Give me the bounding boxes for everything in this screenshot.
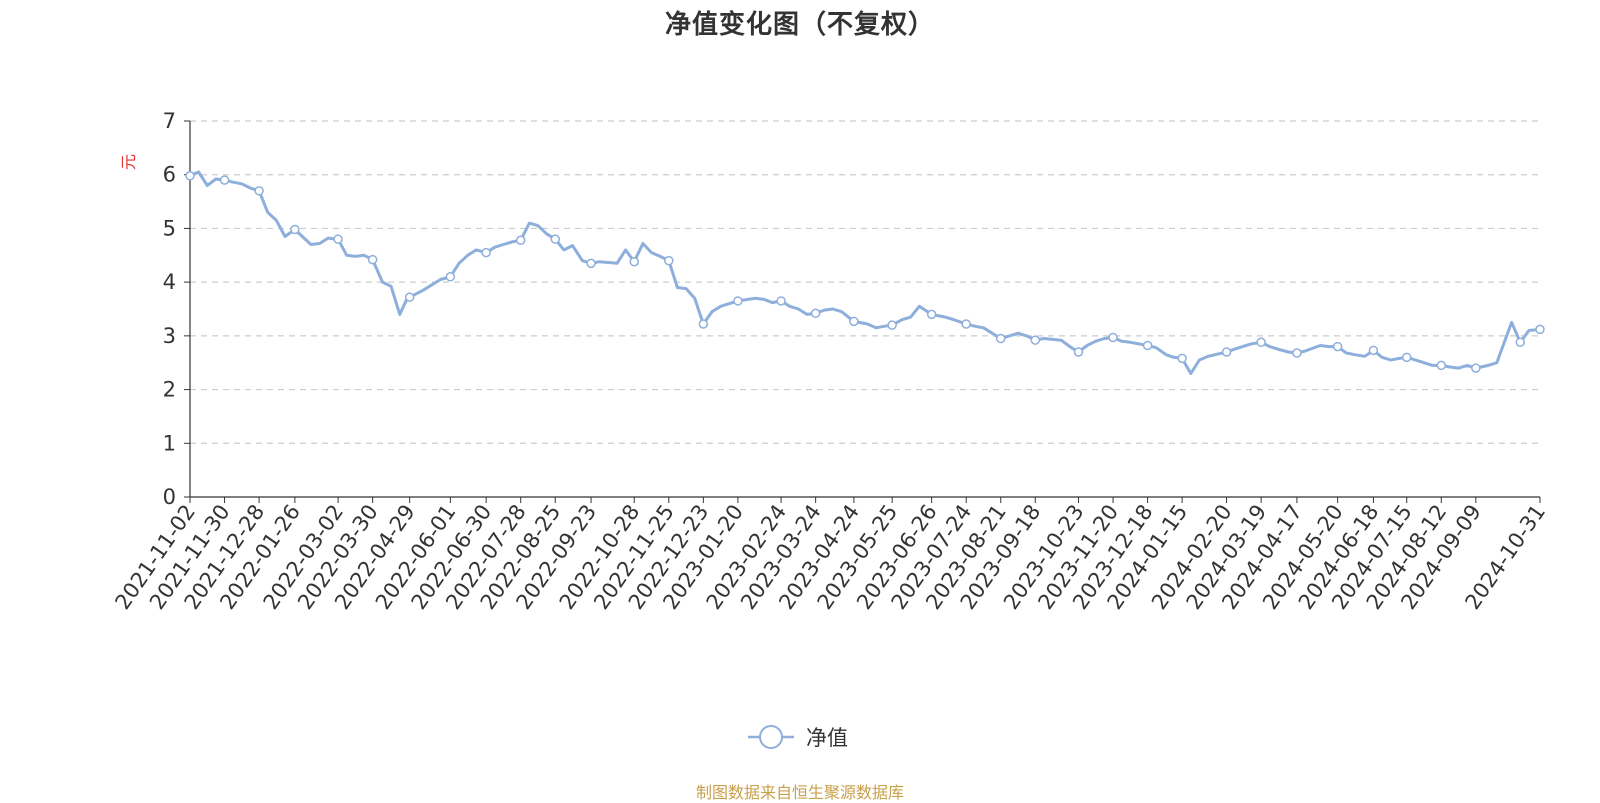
data-point: [1368, 345, 1379, 356]
y-tick-label: 3: [163, 324, 176, 348]
point-markers: [185, 171, 1545, 373]
circle-line-icon: [748, 725, 794, 749]
data-point: [290, 224, 300, 235]
data-point: [849, 316, 859, 327]
data-point: [1332, 341, 1343, 352]
data-point: [1401, 352, 1412, 363]
data-point: [1515, 337, 1526, 348]
data-point: [1535, 324, 1545, 335]
data-point: [926, 309, 937, 320]
data-point: [1256, 337, 1266, 348]
axes: 012345672021-11-022021-11-302021-12-2820…: [110, 109, 1550, 614]
y-tick-label: 0: [163, 485, 176, 509]
data-point: [810, 308, 821, 319]
data-point: [550, 234, 561, 244]
data-point: [1108, 332, 1118, 343]
data-point: [333, 234, 343, 244]
data-point: [1177, 353, 1187, 364]
data-point: [219, 175, 230, 185]
legend[interactable]: 净值: [746, 722, 848, 752]
y-tick-label: 5: [163, 216, 176, 240]
data-point: [1471, 363, 1481, 373]
data-point: [1292, 348, 1302, 358]
data-point: [445, 272, 456, 282]
data-point: [698, 319, 709, 329]
data-point: [586, 258, 596, 269]
source-note: 制图数据来自恒生聚源数据库: [695, 783, 904, 802]
legend-label: 净值: [806, 726, 848, 750]
data-point: [776, 296, 786, 306]
data-point: [1073, 347, 1084, 357]
data-point: [1142, 340, 1153, 351]
data-point: [629, 256, 639, 267]
data-point: [887, 320, 897, 330]
data-point: [664, 255, 674, 266]
data-point: [254, 186, 264, 196]
data-point: [481, 247, 491, 258]
data-point: [961, 319, 971, 329]
y-tick-label: 4: [163, 270, 176, 294]
y-axis-unit-label: 元: [119, 154, 138, 170]
data-point: [1221, 347, 1232, 357]
data-point: [367, 254, 378, 265]
data-point: [1030, 335, 1041, 345]
y-tick-label: 7: [163, 109, 176, 133]
y-tick-label: 2: [163, 378, 176, 402]
chart-title: 净值变化图（不复权）: [664, 10, 935, 40]
y-tick-label: 1: [163, 431, 176, 455]
y-tick-label: 6: [163, 163, 176, 187]
data-point: [515, 235, 526, 245]
data-point: [995, 333, 1006, 344]
data-point: [733, 296, 743, 306]
grid-lines: [190, 120, 1540, 444]
data-point: [1436, 360, 1447, 371]
data-point: [185, 171, 195, 181]
data-point: [404, 292, 415, 302]
